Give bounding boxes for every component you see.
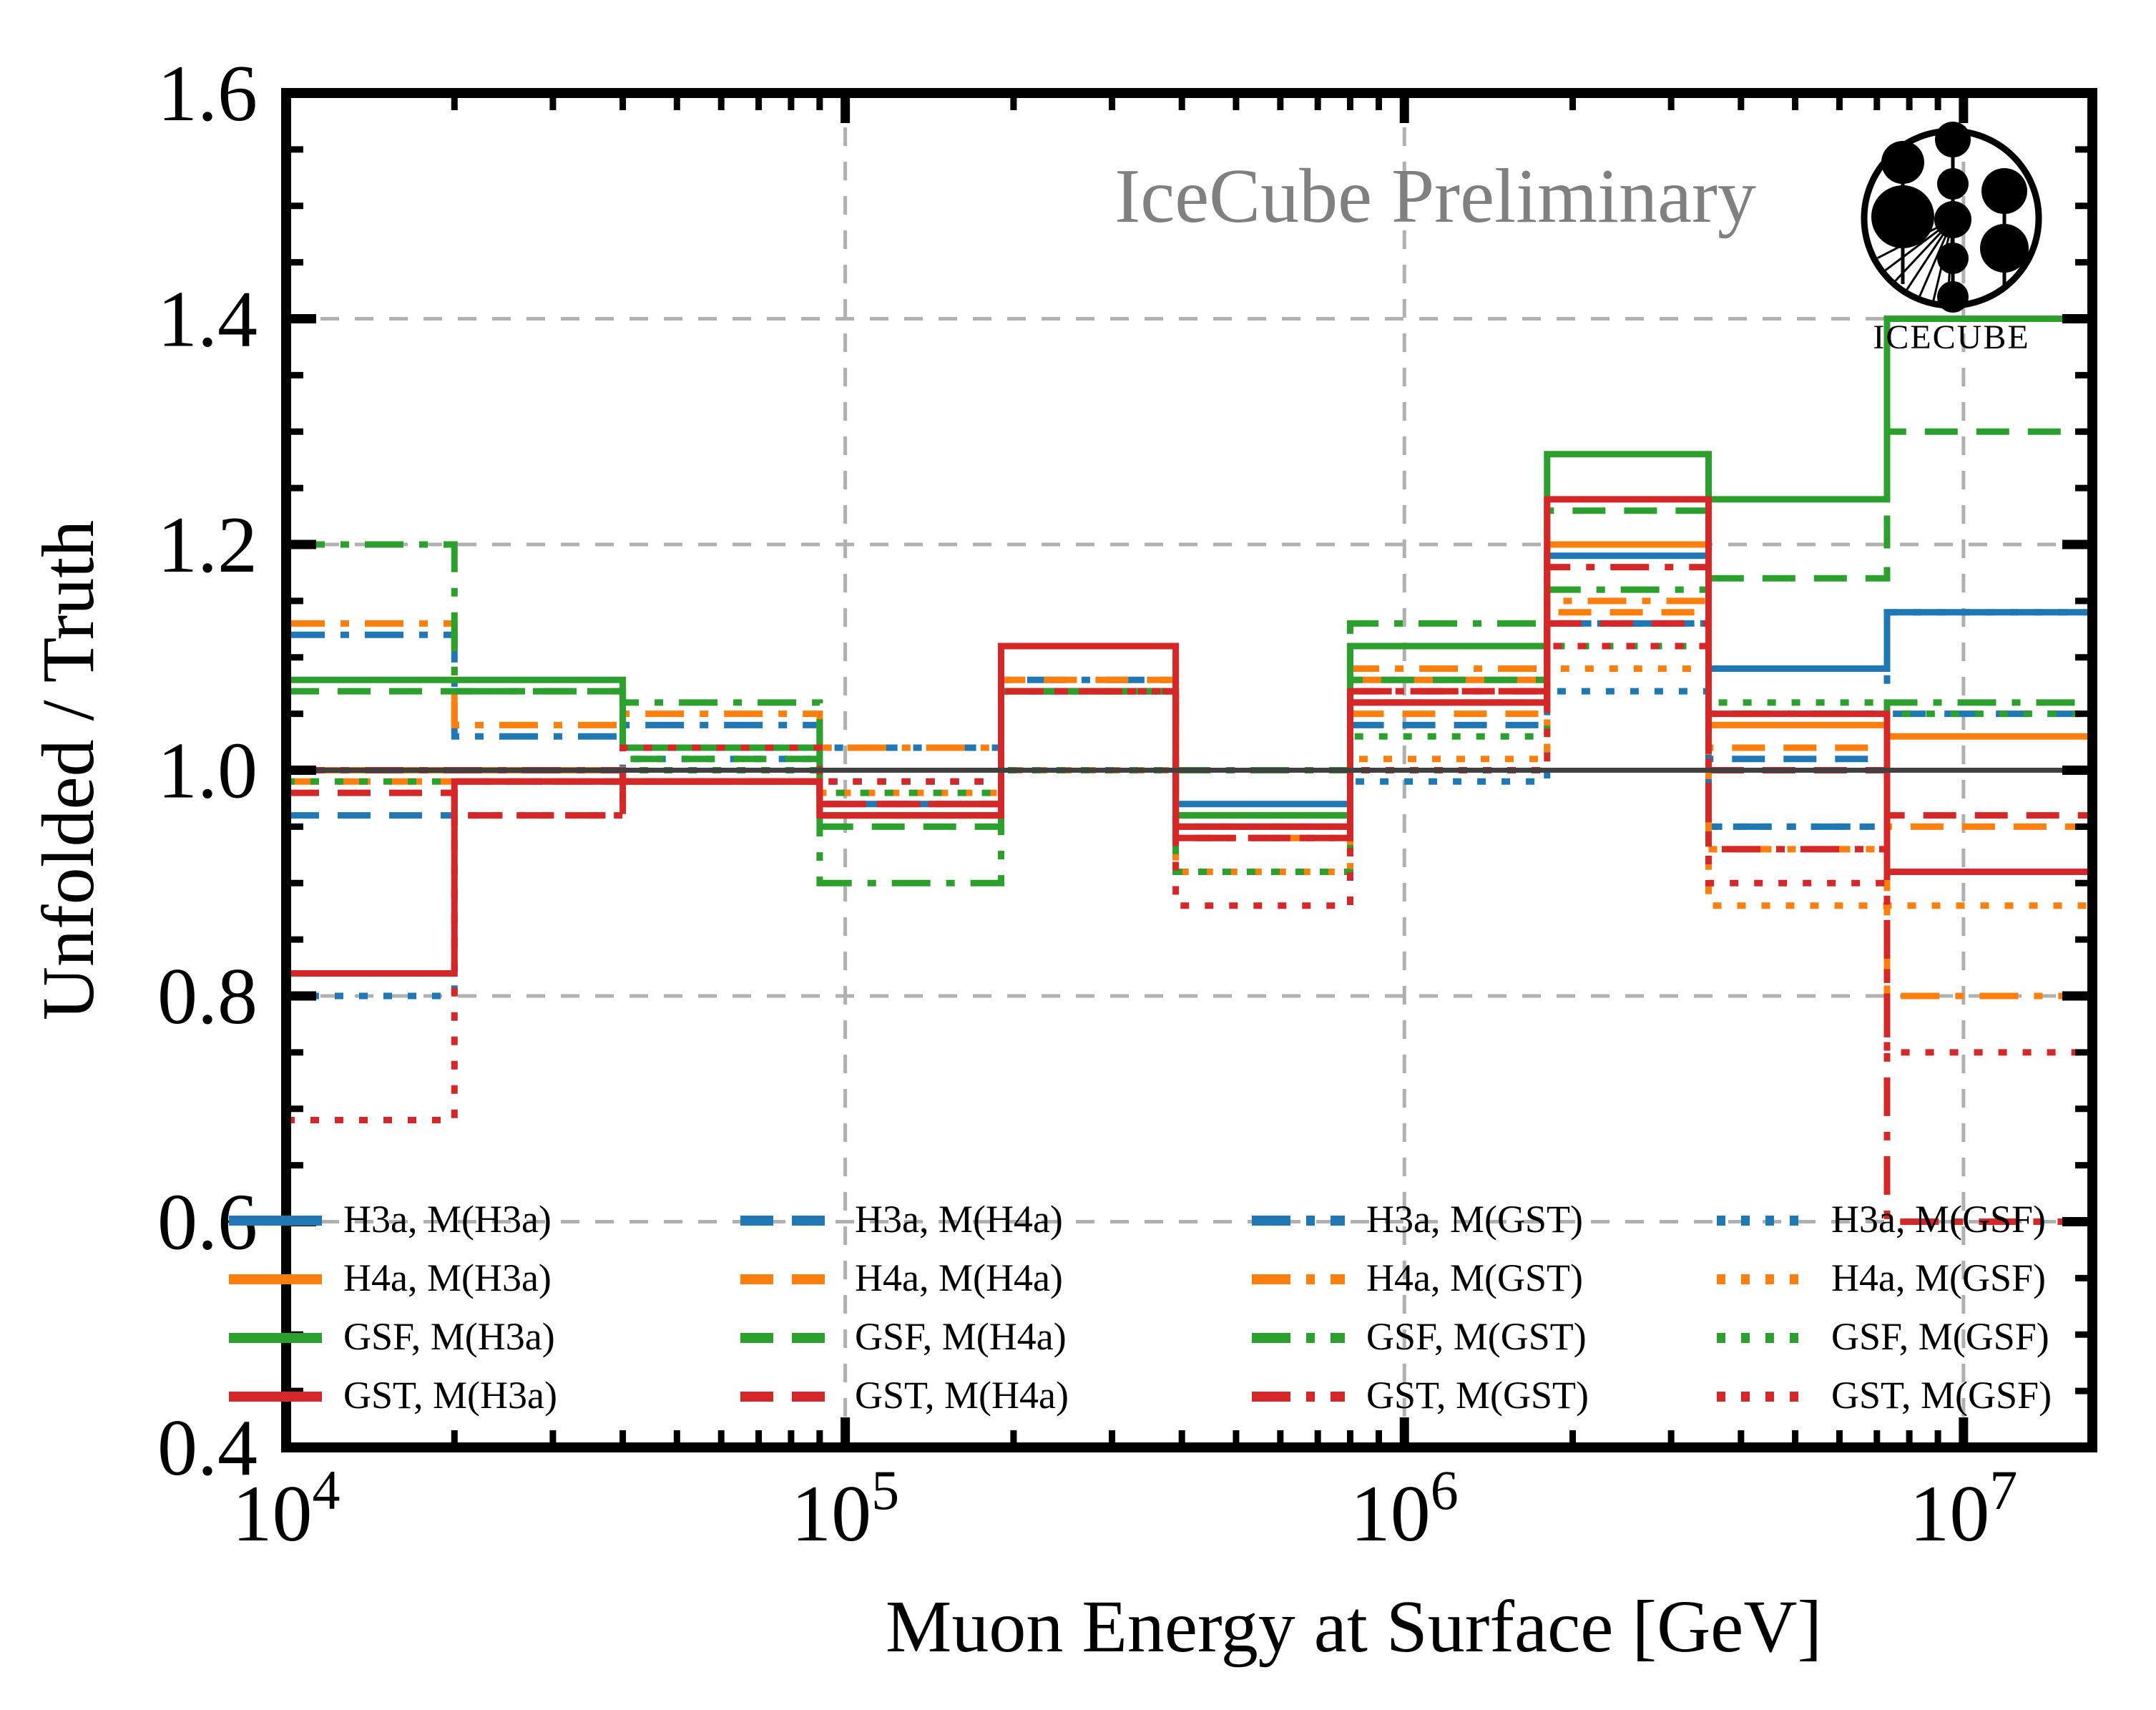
legend-label: GSF, M(H4a) bbox=[855, 1315, 1067, 1358]
legend-entry[interactable]: H3a, M(H4a) bbox=[740, 1198, 1063, 1241]
legend-entry[interactable]: GST, M(H3a) bbox=[229, 1374, 557, 1417]
legend-entry[interactable]: H4a, M(H3a) bbox=[229, 1256, 552, 1299]
logo-dom bbox=[1937, 168, 1969, 200]
preliminary-watermark: IceCube Preliminary bbox=[1114, 154, 1756, 239]
legend-label: GSF, M(GSF) bbox=[1831, 1315, 2049, 1358]
logo-ray bbox=[1946, 219, 1954, 304]
legend-label: GST, M(GST) bbox=[1366, 1374, 1589, 1417]
legend-entry[interactable]: H3a, M(GSF) bbox=[1717, 1198, 2046, 1241]
legend-label: H3a, M(GST) bbox=[1366, 1198, 1583, 1241]
x-tick-exponent: 4 bbox=[313, 1459, 340, 1521]
logo-ray bbox=[1905, 219, 1954, 291]
y-tick-label: 1.2 bbox=[157, 501, 258, 590]
logo-ray bbox=[1877, 218, 1954, 259]
grid-layer bbox=[284, 93, 2092, 1447]
legend-label: GST, M(H4a) bbox=[855, 1374, 1069, 1417]
y-tick-label: 1.4 bbox=[157, 275, 258, 364]
y-tick-label: 1.0 bbox=[157, 727, 258, 816]
axis-frame-layer bbox=[281, 88, 2097, 1452]
logo-dom bbox=[1981, 168, 2027, 214]
legend-label: GST, M(GSF) bbox=[1831, 1374, 2052, 1417]
logo-ray bbox=[1931, 219, 1954, 303]
legend-entry[interactable]: GSF, M(H4a) bbox=[740, 1315, 1067, 1358]
logo-caption: ICECUBE bbox=[1873, 318, 2029, 356]
logo-dom bbox=[1980, 224, 2029, 273]
logo-dom bbox=[1935, 122, 1971, 157]
legend-entry[interactable]: GSF, M(GST) bbox=[1252, 1315, 1587, 1358]
legend-label: GST, M(H3a) bbox=[343, 1374, 557, 1417]
legend-entry[interactable]: GSF, M(GSF) bbox=[1717, 1315, 2049, 1358]
annotation-layer: IceCube Preliminary ICECUBE bbox=[1114, 122, 2042, 356]
x-tick-exponent: 7 bbox=[1989, 1459, 2017, 1521]
legend-label: GSF, M(GST) bbox=[1366, 1315, 1587, 1358]
logo-ray bbox=[1884, 218, 1954, 272]
series-step-line bbox=[286, 620, 2092, 841]
x-tick-label: 107 bbox=[1909, 1459, 2017, 1558]
x-axis-label: Muon Energy at Surface [GeV] bbox=[886, 1586, 1822, 1668]
legend-label: H4a, M(GSF) bbox=[1831, 1256, 2046, 1299]
y-tick-label: 1.6 bbox=[157, 49, 258, 138]
legend-entry[interactable]: H4a, M(GSF) bbox=[1717, 1256, 2046, 1299]
icecube-logo: ICECUBE bbox=[1861, 122, 2042, 356]
logo-ray bbox=[1918, 219, 1954, 298]
legend-entry[interactable]: H3a, M(GST) bbox=[1252, 1198, 1583, 1241]
legend-label: GSF, M(H3a) bbox=[343, 1315, 555, 1358]
legend-entry[interactable]: H3a, M(H3a) bbox=[229, 1198, 552, 1241]
legend-entry[interactable]: GST, M(GST) bbox=[1252, 1374, 1589, 1417]
y-tick-label: 0.4 bbox=[157, 1404, 258, 1492]
legend-label: H3a, M(GSF) bbox=[1831, 1198, 2046, 1241]
legend-label: H4a, M(H4a) bbox=[855, 1256, 1063, 1299]
x-tick-exponent: 5 bbox=[871, 1459, 899, 1521]
y-axis-label: Unfolded / Truth bbox=[27, 520, 109, 1020]
legend-entry[interactable]: H4a, M(GST) bbox=[1252, 1256, 1583, 1299]
legend-label: H3a, M(H4a) bbox=[855, 1198, 1063, 1241]
legend-label: H4a, M(H3a) bbox=[343, 1256, 552, 1299]
logo-dom bbox=[1937, 281, 1969, 313]
legend-entry[interactable]: H4a, M(H4a) bbox=[740, 1256, 1063, 1299]
x-tick-exponent: 6 bbox=[1431, 1459, 1459, 1521]
legend-entry[interactable]: GST, M(H4a) bbox=[740, 1374, 1069, 1417]
y-tick-label: 0.8 bbox=[157, 952, 258, 1041]
logo-dom bbox=[1881, 141, 1924, 184]
logo-dom bbox=[1871, 185, 1934, 248]
legend-entry[interactable]: GST, M(GSF) bbox=[1717, 1374, 2052, 1417]
legend-entry[interactable]: GSF, M(H3a) bbox=[229, 1315, 555, 1358]
legend-label: H3a, M(H3a) bbox=[343, 1198, 552, 1241]
legend: H3a, M(H3a) H3a, M(H4a) H3a, M(GST) H3a, M(… bbox=[229, 1198, 2052, 1417]
data-layer bbox=[286, 316, 2092, 1225]
legend-label: H4a, M(GST) bbox=[1366, 1256, 1583, 1299]
logo-ray bbox=[1894, 218, 1954, 283]
